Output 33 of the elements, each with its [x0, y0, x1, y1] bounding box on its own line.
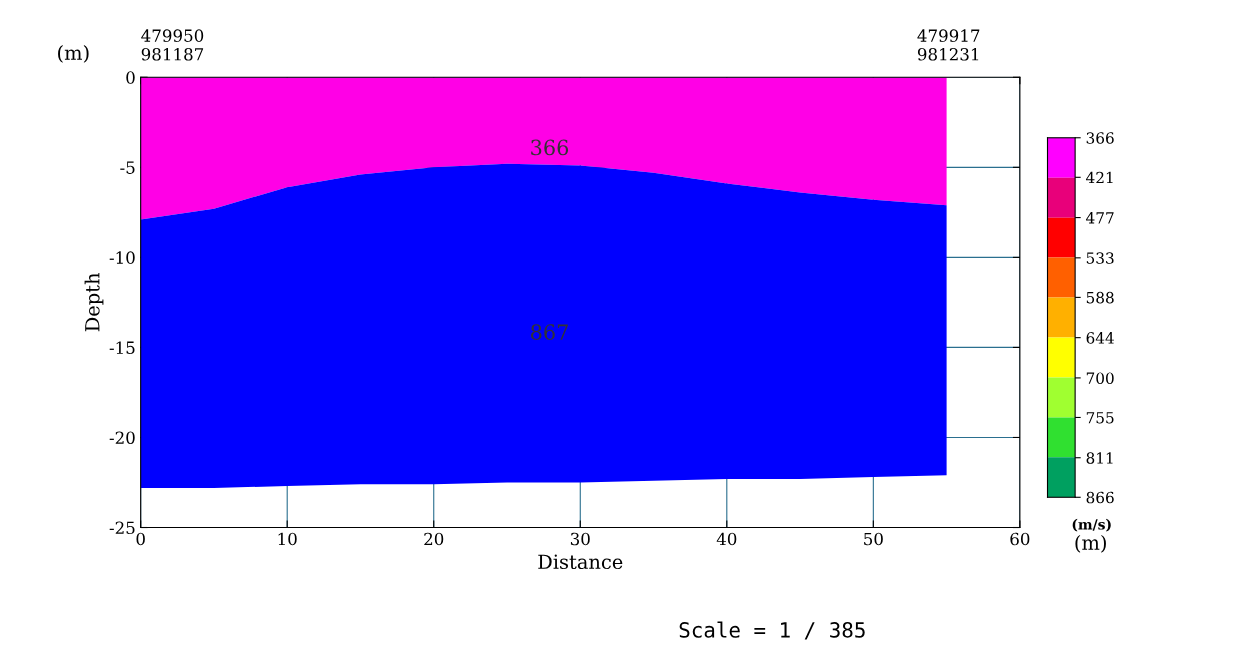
color-bar-label: 421 — [1086, 171, 1113, 184]
x-tick-label: 40 — [716, 532, 737, 546]
y-tick-label: -10 — [109, 251, 135, 264]
color-bar-label: 811 — [1086, 452, 1113, 464]
x-tick-label: 0 — [136, 532, 145, 546]
x-tick-label: 10 — [278, 532, 297, 546]
color-bar-label: 700 — [1086, 372, 1114, 384]
annotation: 366 — [531, 139, 569, 156]
text: (m) — [58, 45, 89, 63]
text: Scale = 1 / 385 — [679, 621, 865, 640]
y-axis-title: Depth — [84, 273, 104, 332]
color-bar-label: 755 — [1086, 412, 1114, 424]
color-bar-label: 366 — [1086, 132, 1114, 144]
x-tick-label: 60 — [1010, 532, 1030, 546]
y-tick-label: -5 — [120, 161, 135, 174]
y-tick-label: -15 — [109, 341, 135, 354]
color-bar-label: 533 — [1086, 252, 1114, 264]
color-bar-label: 588 — [1086, 291, 1114, 304]
x-tick-label: 30 — [570, 532, 590, 546]
annotation: 867 — [531, 324, 568, 340]
text: 479917 981231 — [917, 29, 980, 61]
y-tick-label: -20 — [109, 431, 135, 445]
text: 479950 981187 — [141, 29, 204, 61]
color-bar-label: 477 — [1086, 212, 1114, 224]
x-tick-label: 50 — [864, 532, 883, 546]
color-bar-title: (m/s) — [1072, 518, 1111, 532]
y-tick-label: -25 — [109, 521, 135, 535]
color-bar-label: 866 — [1086, 491, 1114, 504]
x-tick-label: 20 — [424, 532, 444, 546]
x-axis-title: Distance — [538, 554, 623, 570]
text: (m) — [1075, 534, 1106, 553]
color-bar-label: 644 — [1086, 332, 1114, 344]
y-tick-label: 0 — [126, 71, 135, 84]
